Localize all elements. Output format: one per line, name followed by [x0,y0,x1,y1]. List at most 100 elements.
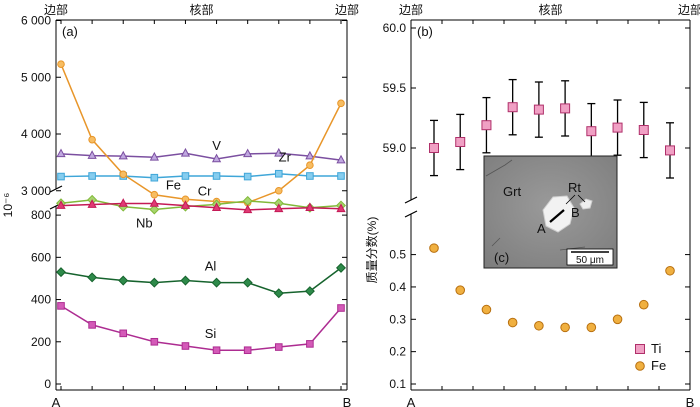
data-point-fe [150,190,159,199]
data-point-al [87,272,98,283]
data-point-ti [455,137,466,147]
data-point-zr [181,172,190,180]
data-point-v [211,153,222,163]
data-point-fe [507,317,518,328]
data-point-cr [87,199,97,208]
data-point-zr [243,172,252,181]
y-tick-label-lower: 400 [31,293,51,307]
data-point-fe [534,320,544,331]
data-point-al [149,277,160,288]
data-point-al [180,275,191,286]
top-label: 核部 [189,2,213,17]
y-tick-label-upper: 6 000 [21,14,51,28]
data-point-si [306,340,314,348]
data-point-si [274,343,283,351]
data-point-cr [211,202,222,212]
y-axis-label: 10⁻⁶ [1,193,15,218]
data-point-ti [638,125,649,135]
y-tick-label-upper: 59.5 [383,81,407,95]
y-tick-label-upper: 60.0 [383,21,407,35]
data-point-zr [57,172,65,181]
y-tick-label-lower: 0 [44,377,51,391]
legend-marker-fe [635,361,645,371]
data-point-nb [149,204,160,215]
top-label: 边部 [399,2,423,17]
data-point-zr [88,172,96,180]
series-label-zr: Zr [279,150,292,165]
series-label-si: Si [205,326,217,341]
panel-b: 边部 核部 边部 A B 59.0 59.5 60.0 0.1 0.2 0.3 0.4 0.5 (b) 质量… [364,2,700,407]
data-point-si [181,342,190,350]
data-point-cr [180,200,191,209]
data-point-al [242,277,253,288]
y-tick-label-upper: 5 000 [21,70,51,84]
data-point-al [273,288,284,299]
data-point-fe [481,304,492,315]
bottom-label-b: B [686,395,695,407]
data-point-fe [306,161,314,170]
axis-break-mark [49,185,63,193]
series-line-cr [60,202,342,211]
data-point-ti [507,102,518,113]
inset-crack [485,159,513,177]
inset-label-grt: Grt [503,184,521,199]
data-point-cr [336,203,346,213]
series-line-fe [60,63,342,204]
data-point-zr [274,169,283,178]
data-point-zr [306,172,314,180]
data-point-v [274,147,284,157]
series-label-fe: Fe [166,177,181,192]
data-point-fe [88,135,96,144]
top-label: 核部 [538,2,562,17]
y-tick-label-lower: 0.2 [389,345,406,359]
data-point-fe [638,299,649,310]
legend-label-ti: Ti [651,341,661,356]
data-point-cr [149,198,159,207]
data-point-v [56,148,66,158]
top-label: 边部 [44,2,68,17]
data-point-ti [586,126,597,137]
data-point-ti [560,103,571,114]
series-label-v: V [212,138,221,153]
data-point-v [149,151,159,161]
data-point-v [87,150,97,159]
data-point-ti [533,104,544,115]
rutile-grain-small [579,198,593,210]
y-tick-label-upper: 3 000 [21,184,51,198]
bottom-label-a: A [52,395,61,407]
y-axis-label: 质量分数(%) [364,217,379,284]
data-point-si [212,346,221,355]
inset-label-a: A [537,221,546,236]
legend-marker-ti [635,344,645,354]
data-point-si [88,321,96,329]
inset-label-b: B [571,205,580,220]
data-point-v [336,154,346,164]
series-label-al: Al [205,259,217,274]
inset-panel-label: (c) [494,250,509,265]
inset-label-rt: Rt [568,180,581,195]
legend: Ti Fe [635,341,666,373]
data-point-fe [665,265,675,276]
data-point-fe [57,60,65,68]
scale-bar-box [566,248,614,266]
bottom-label-b: B [343,395,352,407]
data-point-v [118,150,128,160]
inset-crack [491,237,501,247]
panel-a: 边部 核部 边部 A B 3 000 4 000 5 000 6 000 0 200 400 600 80… [1,2,359,407]
data-point-ti [481,120,492,131]
series-line-al [60,267,342,294]
inset-crack [559,246,586,251]
data-point-zr [212,172,221,180]
y-tick-label-lower: 600 [31,250,51,264]
data-point-fe [612,314,623,325]
y-tick-label-upper: 59.0 [383,141,407,155]
series-line-si [60,305,342,351]
data-point-ti [429,143,439,153]
data-point-zr [150,173,159,182]
data-point-v [305,150,315,160]
y-tick-label-lower: 800 [31,208,51,222]
rt-pointer [565,194,576,205]
series-label-cr: Cr [198,184,212,199]
data-point-ti [665,145,675,156]
